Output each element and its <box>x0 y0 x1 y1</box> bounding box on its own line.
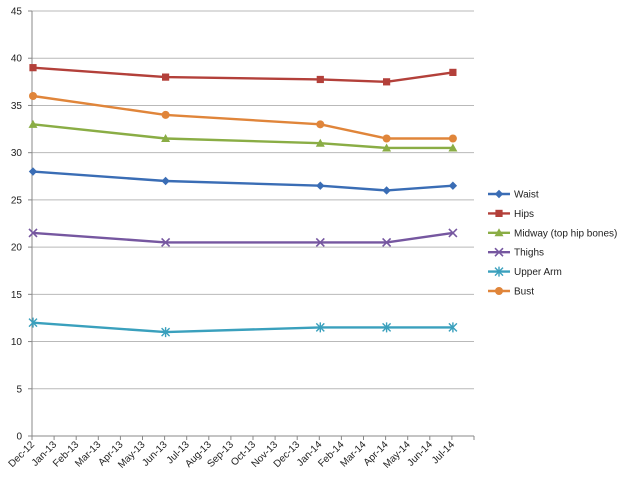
legend-marker-bust <box>495 287 503 295</box>
data-point-waist <box>28 167 38 176</box>
legend: Waist Hips Midway (top hip bones) Thighs Upp… <box>488 190 617 298</box>
data-point-midway-top-hip-bones <box>382 143 392 152</box>
series-line-thighs <box>32 231 454 244</box>
y-tick-label: 35 <box>11 101 23 112</box>
data-point-upper-arm <box>382 322 392 333</box>
data-point-hips <box>449 68 457 76</box>
data-point-waist <box>382 186 391 195</box>
data-point-thighs <box>448 228 458 238</box>
x-tick-label: Jul-14 <box>430 439 457 466</box>
data-point-upper-arm <box>161 327 171 338</box>
y-tick-label: 40 <box>11 54 23 65</box>
data-point-midway-top-hip-bones <box>28 119 38 128</box>
legend-label-midway-top-hip-bones: Midway (top hip bones) <box>514 228 617 239</box>
data-point-waist <box>161 176 170 186</box>
data-point-thighs <box>382 237 392 247</box>
data-point-hips <box>162 73 170 81</box>
series-line-midway-top-hip-bones <box>32 123 453 150</box>
data-point-thighs <box>161 237 171 247</box>
legend-marker-waist <box>494 189 504 199</box>
x-axis-ticks: Dec-12Jan-13Feb-13Mar-13Apr-13May-13Jun-… <box>7 436 475 471</box>
data-point-waist <box>316 181 325 190</box>
data-point-bust <box>448 134 457 143</box>
data-point-hips <box>383 78 391 86</box>
y-tick-label: 5 <box>16 384 22 395</box>
legend-marker-midway-top-hip-bones <box>494 228 504 237</box>
series-markers <box>28 64 458 338</box>
data-point-midway-top-hip-bones <box>448 143 458 152</box>
y-axis-ticks: 0 5 10 15 20 25 30 35 40 45 <box>11 7 32 443</box>
data-point-upper-arm <box>28 317 38 328</box>
y-tick-label: 0 <box>16 432 22 443</box>
legend-marker-hips <box>495 209 503 217</box>
data-point-bust <box>316 120 325 129</box>
x-tick-label: Jun-14 <box>406 439 436 469</box>
data-point-upper-arm <box>315 322 325 333</box>
data-point-waist <box>448 181 458 190</box>
legend-label-bust: Bust <box>514 287 534 298</box>
y-tick-label: 20 <box>11 243 23 254</box>
legend-marker-thighs <box>494 247 504 257</box>
y-tick-label: 45 <box>11 7 23 18</box>
data-point-bust <box>161 110 170 119</box>
data-point-upper-arm <box>448 322 458 333</box>
data-point-bust <box>29 92 37 100</box>
data-point-hips <box>316 75 324 84</box>
data-point-midway-top-hip-bones <box>161 134 171 142</box>
data-point-thighs <box>28 228 38 238</box>
legend-marker-upper-arm <box>494 266 504 277</box>
y-tick-label: 25 <box>11 195 23 206</box>
data-point-thighs <box>315 237 325 247</box>
gridlines <box>32 10 474 390</box>
axes <box>31 11 474 437</box>
series-line-waist <box>32 170 453 192</box>
data-point-hips <box>29 64 37 72</box>
y-tick-label: 15 <box>11 290 23 301</box>
y-tick-label: 10 <box>11 337 23 348</box>
legend-label-upper-arm: Upper Arm <box>514 267 562 278</box>
y-tick-label: 30 <box>11 148 23 159</box>
x-tick-label: Jun-13 <box>140 439 170 469</box>
data-point-bust <box>382 134 391 143</box>
legend-label-hips: Hips <box>514 209 534 220</box>
data-point-midway-top-hip-bones <box>315 138 325 147</box>
legend-label-thighs: Thighs <box>514 248 544 259</box>
legend-label-waist: Waist <box>514 190 539 201</box>
